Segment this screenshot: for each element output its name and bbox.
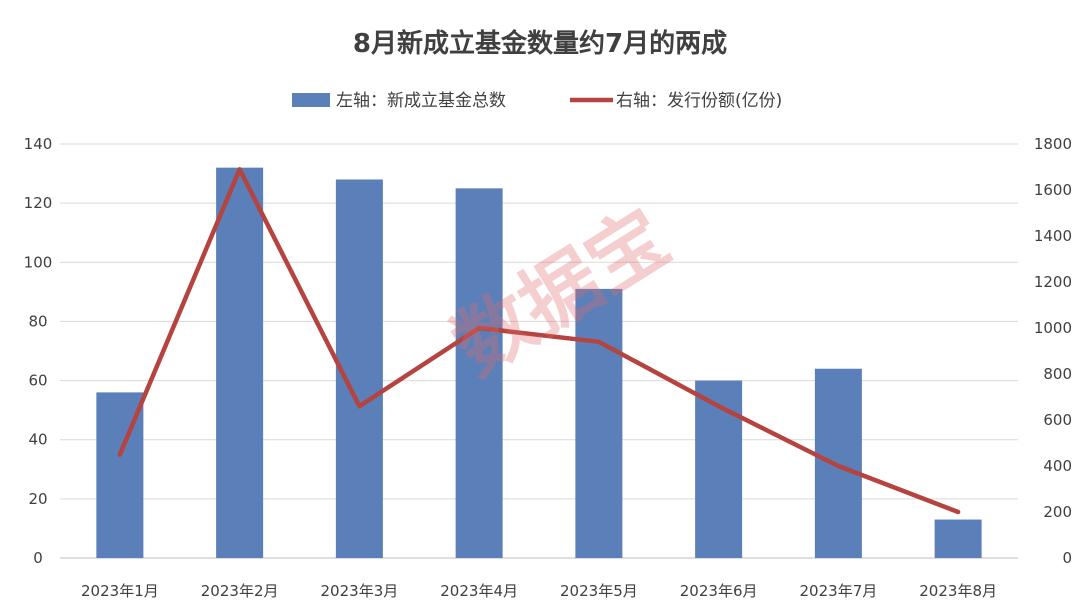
left-tick-label: 0 (33, 549, 43, 567)
right-tick-label: 400 (1043, 457, 1072, 475)
right-tick-label: 0 (1062, 549, 1072, 567)
left-tick-label: 40 (28, 431, 47, 449)
bar (335, 179, 383, 558)
x-tick-label: 2023年8月 (919, 582, 997, 600)
x-tick-label: 2023年3月 (321, 582, 399, 600)
left-tick-label: 60 (28, 372, 47, 390)
legend-label-bar: 左轴：新成立基金总数 (336, 91, 506, 111)
bar (934, 519, 982, 558)
legend: 左轴：新成立基金总数 右轴：发行份额(亿份) (292, 91, 782, 111)
x-axis: 2023年1月 2023年2月 2023年3月 2023年4月 2023年5月 2023年… (81, 582, 997, 600)
legend-label-line: 右轴：发行份额(亿份) (616, 91, 782, 111)
x-tick-label: 2023年4月 (440, 582, 518, 600)
x-tick-label: 2023年7月 (800, 582, 878, 600)
right-tick-label: 1000 (1034, 319, 1072, 337)
left-tick-label: 100 (24, 253, 53, 271)
x-tick-label: 2023年5月 (560, 582, 638, 600)
left-tick-label: 140 (24, 135, 53, 153)
right-axis: 0 200 400 600 800 1000 1200 1400 1600 1800 (1034, 135, 1072, 567)
bar-series (96, 167, 982, 558)
bar (575, 288, 623, 558)
left-axis: 0 20 40 60 80 100 120 140 (24, 135, 53, 567)
x-tick-label: 2023年2月 (201, 582, 279, 600)
right-tick-label: 1800 (1034, 135, 1072, 153)
right-tick-label: 800 (1043, 365, 1072, 383)
bar (216, 167, 264, 558)
right-tick-label: 1200 (1034, 273, 1072, 291)
right-tick-label: 1600 (1034, 181, 1072, 199)
right-tick-label: 600 (1043, 411, 1072, 429)
chart-title: 8月新成立基金数量约7月的两成 (353, 28, 727, 59)
left-tick-label: 20 (28, 490, 47, 508)
bar (455, 188, 503, 558)
left-tick-label: 120 (24, 194, 53, 212)
legend-swatch-bar (292, 93, 330, 107)
bar (695, 380, 743, 558)
left-tick-label: 80 (28, 312, 47, 330)
line-series (117, 167, 961, 515)
line-path (117, 167, 961, 515)
right-tick-label: 1400 (1034, 227, 1072, 245)
x-tick-label: 2023年1月 (81, 582, 159, 600)
x-tick-label: 2023年6月 (680, 582, 758, 600)
right-tick-label: 200 (1043, 503, 1072, 521)
bar (814, 368, 862, 558)
